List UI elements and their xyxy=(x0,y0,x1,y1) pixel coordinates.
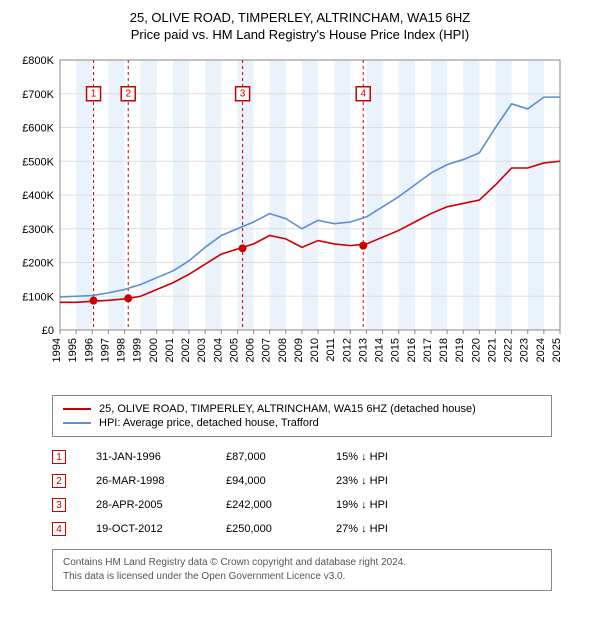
row-price: £242,000 xyxy=(226,499,336,511)
svg-text:2016: 2016 xyxy=(406,338,418,362)
row-date: 28-APR-2005 xyxy=(96,499,226,511)
svg-text:2009: 2009 xyxy=(293,338,305,362)
svg-text:2014: 2014 xyxy=(374,338,386,362)
row-marker: 4 xyxy=(52,522,66,536)
row-price: £94,000 xyxy=(226,475,336,487)
title-sub: Price paid vs. HM Land Registry's House … xyxy=(10,27,590,42)
title-main: 25, OLIVE ROAD, TIMPERLEY, ALTRINCHAM, W… xyxy=(10,10,590,25)
svg-text:4: 4 xyxy=(360,88,366,99)
table-row: 4 19-OCT-2012£250,00027% ↓ HPI xyxy=(52,517,552,541)
svg-text:2021: 2021 xyxy=(486,338,498,362)
svg-text:2007: 2007 xyxy=(261,338,273,362)
svg-text:2025: 2025 xyxy=(551,338,563,362)
svg-text:1: 1 xyxy=(91,88,97,99)
legend-label: 25, OLIVE ROAD, TIMPERLEY, ALTRINCHAM, W… xyxy=(99,403,476,415)
svg-text:£500K: £500K xyxy=(22,156,54,168)
row-price: £87,000 xyxy=(226,451,336,463)
svg-text:£0: £0 xyxy=(42,325,54,337)
svg-text:2023: 2023 xyxy=(519,338,531,362)
row-marker: 1 xyxy=(52,450,66,464)
svg-text:2000: 2000 xyxy=(148,338,160,362)
footer-line-1: Contains HM Land Registry data © Crown c… xyxy=(63,556,541,570)
svg-text:2017: 2017 xyxy=(422,338,434,362)
row-marker: 3 xyxy=(52,498,66,512)
chart-title-block: 25, OLIVE ROAD, TIMPERLEY, ALTRINCHAM, W… xyxy=(10,10,590,42)
line-chart: £0 £100K £200K £300K £400K £500K £600K £700K £80… xyxy=(10,50,570,380)
row-pct: 23% ↓ HPI xyxy=(336,475,456,487)
svg-text:£100K: £100K xyxy=(22,291,54,303)
svg-text:2: 2 xyxy=(125,88,131,99)
svg-text:£700K: £700K xyxy=(22,89,54,101)
table-row: 3 28-APR-2005£242,00019% ↓ HPI xyxy=(52,493,552,517)
svg-text:2024: 2024 xyxy=(535,338,547,362)
svg-text:3: 3 xyxy=(240,88,246,99)
svg-text:2011: 2011 xyxy=(325,338,337,362)
row-pct: 15% ↓ HPI xyxy=(336,451,456,463)
row-pct: 19% ↓ HPI xyxy=(336,499,456,511)
svg-text:£200K: £200K xyxy=(22,258,54,270)
row-date: 26-MAR-1998 xyxy=(96,475,226,487)
svg-text:2004: 2004 xyxy=(212,338,224,362)
row-price: £250,000 xyxy=(226,523,336,535)
legend-item: 25, OLIVE ROAD, TIMPERLEY, ALTRINCHAM, W… xyxy=(63,402,541,416)
footer-line-2: This data is licensed under the Open Gov… xyxy=(63,570,541,584)
svg-text:2005: 2005 xyxy=(228,338,240,362)
row-marker: 2 xyxy=(52,474,66,488)
svg-text:1995: 1995 xyxy=(67,338,79,362)
legend-swatch xyxy=(63,408,91,410)
svg-text:2008: 2008 xyxy=(277,338,289,362)
table-row: 2 26-MAR-1998£94,00023% ↓ HPI xyxy=(52,469,552,493)
svg-text:2013: 2013 xyxy=(357,338,369,362)
svg-text:£800K: £800K xyxy=(22,55,54,67)
legend-label: HPI: Average price, detached house, Traf… xyxy=(99,417,319,429)
svg-text:£300K: £300K xyxy=(22,224,54,236)
svg-text:2012: 2012 xyxy=(341,338,353,362)
svg-text:2010: 2010 xyxy=(309,338,321,362)
sales-table: 1 31-JAN-1996£87,00015% ↓ HPI 2 26-MAR-1998… xyxy=(52,445,552,541)
svg-text:2015: 2015 xyxy=(390,338,402,362)
svg-text:2002: 2002 xyxy=(180,338,192,362)
row-pct: 27% ↓ HPI xyxy=(336,523,456,535)
svg-text:£600K: £600K xyxy=(22,123,54,135)
svg-text:2003: 2003 xyxy=(196,338,208,362)
svg-text:2018: 2018 xyxy=(438,338,450,362)
svg-text:1996: 1996 xyxy=(83,338,95,362)
svg-text:1997: 1997 xyxy=(99,338,111,362)
svg-text:2022: 2022 xyxy=(503,338,515,362)
table-row: 1 31-JAN-1996£87,00015% ↓ HPI xyxy=(52,445,552,469)
svg-text:2001: 2001 xyxy=(164,338,176,362)
legend-item: HPI: Average price, detached house, Traf… xyxy=(63,416,541,430)
svg-text:2020: 2020 xyxy=(470,338,482,362)
legend-swatch xyxy=(63,422,91,424)
svg-text:£400K: £400K xyxy=(22,190,54,202)
svg-text:2006: 2006 xyxy=(245,338,257,362)
svg-text:1994: 1994 xyxy=(51,338,63,362)
chart-container: £0 £100K £200K £300K £400K £500K £600K £700K £80… xyxy=(10,50,590,385)
svg-text:2019: 2019 xyxy=(454,338,466,362)
attribution-footer: Contains HM Land Registry data © Crown c… xyxy=(52,549,552,591)
legend: 25, OLIVE ROAD, TIMPERLEY, ALTRINCHAM, W… xyxy=(52,395,552,437)
row-date: 31-JAN-1996 xyxy=(96,451,226,463)
svg-text:1999: 1999 xyxy=(132,338,144,362)
svg-text:1998: 1998 xyxy=(116,338,128,362)
row-date: 19-OCT-2012 xyxy=(96,523,226,535)
